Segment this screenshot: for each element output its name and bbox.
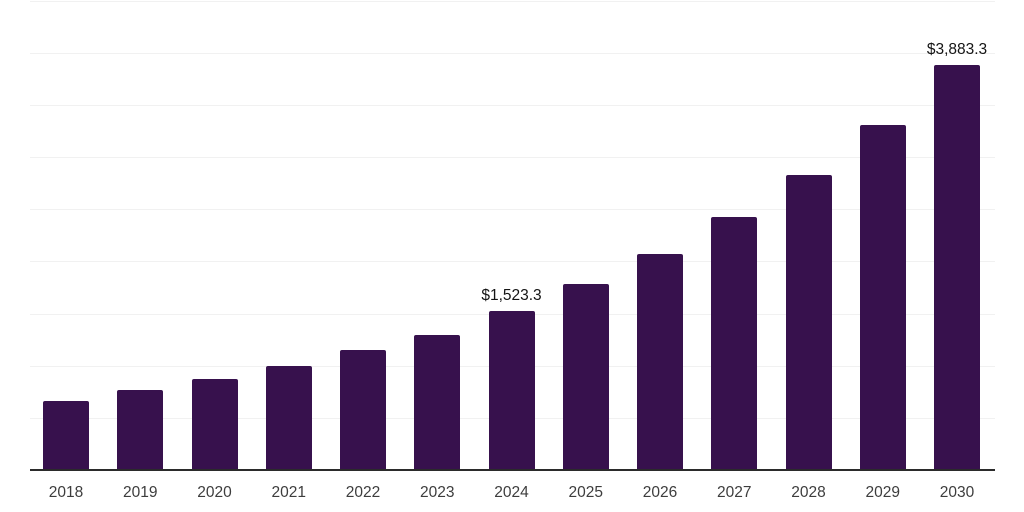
- x-tick-2026: 2026: [642, 484, 678, 501]
- x-axis-line: [30, 469, 995, 471]
- data-label-2024: $1,523.3: [481, 287, 542, 305]
- gridline: [30, 261, 995, 263]
- x-tick-2018: 2018: [48, 484, 84, 501]
- bar-2030: [934, 64, 980, 470]
- gridline: [30, 104, 995, 106]
- x-tick-2019: 2019: [123, 484, 158, 501]
- x-tick-2022: 2022: [345, 484, 381, 501]
- bar-2025: [562, 284, 609, 470]
- x-tick-2025: 2025: [568, 484, 603, 501]
- bar-2020: [191, 379, 238, 470]
- gridline: [30, 52, 995, 54]
- x-tick-2030: 2030: [939, 484, 975, 501]
- data-label-2030: $3,883.3: [926, 40, 988, 58]
- x-tick-2029: 2029: [865, 484, 900, 501]
- x-tick-2020: 2020: [197, 484, 232, 501]
- bar-2019: [117, 390, 164, 470]
- x-tick-2024: 2024: [494, 484, 529, 501]
- bar-2024: [488, 311, 535, 470]
- bar-2021: [265, 365, 312, 470]
- x-tick-2028: 2028: [791, 484, 826, 501]
- x-tick-2023: 2023: [420, 484, 455, 501]
- bar-2028: [785, 175, 832, 470]
- bar-2026: [637, 254, 683, 470]
- gridline: [30, 209, 995, 211]
- bar-2018: [43, 400, 89, 470]
- bar-2029: [859, 124, 906, 470]
- bar-2027: [711, 216, 758, 470]
- bar-2022: [340, 349, 386, 470]
- gridline: [30, 0, 995, 2]
- bar-2023: [414, 334, 461, 470]
- gridline: [30, 157, 995, 159]
- x-tick-2027: 2027: [717, 484, 752, 501]
- x-tick-2021: 2021: [271, 484, 306, 501]
